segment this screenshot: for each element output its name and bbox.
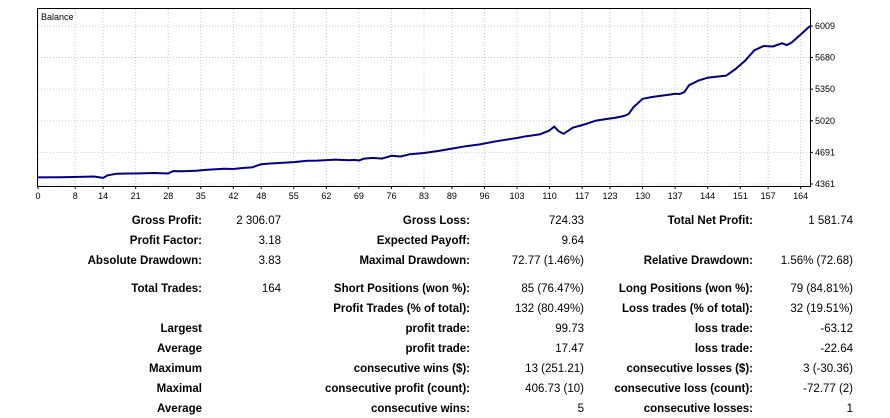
x-tick-label: 151	[733, 191, 748, 201]
maximal-label: Maximal	[156, 383, 202, 395]
average-profit-label: profit trade:	[405, 343, 470, 355]
largest-profit-value: 99.73	[555, 323, 584, 335]
gross-loss-value: 724.33	[548, 215, 584, 227]
x-tick-label: 164	[793, 191, 808, 201]
chart-title: Balance	[41, 12, 74, 22]
x-tick-label: 110	[542, 191, 556, 201]
absolute-drawdown-label: Absolute Drawdown:	[87, 255, 202, 267]
maximal-consecutive-loss-value: -72.77 (2)	[803, 383, 853, 395]
y-tick-label: 6009	[815, 21, 835, 31]
average-consecutive-losses-value: 1	[846, 403, 853, 415]
maximal-consecutive-loss-label: consecutive loss (count):	[614, 383, 753, 395]
y-tick-label: 5350	[815, 84, 835, 94]
largest-loss-value: -63.12	[820, 323, 853, 335]
x-tick-label: 137	[668, 191, 683, 201]
x-tick-label: 157	[761, 191, 776, 201]
x-tick-label: 0	[35, 191, 40, 201]
profit-factor-label: Profit Factor:	[129, 235, 202, 247]
average-loss-value: -22.64	[820, 343, 853, 355]
maximum-label: Maximum	[148, 363, 202, 375]
x-tick-label: 42	[228, 191, 238, 201]
maximal-consecutive-profit-value: 406.73 (10)	[525, 383, 584, 395]
long-positions-value: 79 (84.81%)	[790, 283, 853, 295]
x-tick-label: 83	[419, 191, 429, 201]
balance-chart: Balance 0 8 14 21 28 35 42 48 55 62 69 76 83 89 96 103 1…	[35, 8, 835, 201]
short-positions-label: Short Positions (won %):	[333, 283, 470, 295]
x-tick-label: 62	[321, 191, 331, 201]
x-tick-label: 28	[163, 191, 173, 201]
x-tick-label: 14	[98, 191, 108, 201]
max-consecutive-wins-label: consecutive wins ($):	[353, 363, 470, 375]
x-tick-label: 117	[575, 191, 589, 201]
maximal-drawdown-label: Maximal Drawdown:	[359, 255, 470, 267]
average-consecutive-wins-value: 5	[577, 403, 584, 415]
x-tick-label: 96	[479, 191, 489, 201]
max-consecutive-losses-label: consecutive losses ($):	[626, 363, 753, 375]
profit-factor-value: 3.18	[258, 235, 281, 247]
total-trades-value: 164	[261, 283, 281, 295]
y-tick-label: 4361	[815, 179, 835, 189]
average-consecutive-label: Average	[157, 403, 202, 415]
gross-loss-label: Gross Loss:	[402, 215, 470, 227]
absolute-drawdown-value: 3.83	[258, 255, 281, 267]
loss-trades-label: Loss trades (% of total):	[622, 303, 753, 315]
average-label: Average	[157, 343, 202, 355]
average-consecutive-wins-label: consecutive wins:	[370, 403, 470, 415]
relative-drawdown-label: Relative Drawdown:	[643, 255, 753, 267]
x-tick-label: 35	[196, 191, 206, 201]
x-tick-label: 76	[386, 191, 396, 201]
max-consecutive-losses-value: 3 (-30.36)	[803, 363, 853, 375]
expected-payoff-value: 9.64	[561, 235, 584, 247]
profit-trades-value: 132 (80.49%)	[514, 303, 584, 315]
loss-trades-value: 32 (19.51%)	[790, 303, 853, 315]
x-tick-label: 89	[447, 191, 457, 201]
x-tick-label: 55	[289, 191, 299, 201]
largest-label: Largest	[160, 323, 202, 335]
x-tick-label: 103	[509, 191, 524, 201]
x-tick-label: 144	[700, 191, 715, 201]
gross-profit-label: Gross Profit:	[131, 215, 202, 227]
max-consecutive-wins-value: 13 (251.21)	[525, 363, 584, 375]
x-tick-label: 48	[256, 191, 266, 201]
profit-trades-label: Profit Trades (% of total):	[333, 303, 470, 315]
largest-profit-label: profit trade:	[405, 323, 470, 335]
expected-payoff-label: Expected Payoff:	[376, 235, 470, 247]
y-tick-label: 5680	[815, 53, 835, 63]
x-tick-label: 21	[131, 191, 141, 201]
long-positions-label: Long Positions (won %):	[618, 283, 753, 295]
relative-drawdown-value: 1.56% (72.68)	[780, 255, 853, 267]
maximal-consecutive-profit-label: consecutive profit (count):	[324, 383, 470, 395]
total-net-profit-label: Total Net Profit:	[667, 215, 753, 227]
x-tick-label: 69	[354, 191, 364, 201]
y-tick-label: 5020	[815, 116, 835, 126]
average-loss-label: loss trade:	[694, 343, 753, 355]
maximal-drawdown-value: 72.77 (1.46%)	[511, 255, 584, 267]
y-tick-label: 4691	[815, 147, 835, 157]
x-tick-label: 123	[603, 191, 618, 201]
total-trades-label: Total Trades:	[131, 283, 202, 295]
short-positions-value: 85 (76.47%)	[521, 283, 584, 295]
average-profit-value: 17.47	[555, 343, 584, 355]
gross-profit-value: 2 306.07	[236, 215, 281, 227]
x-tick-label: 130	[635, 191, 650, 201]
chart-grid	[37, 9, 810, 186]
x-tick-label: 8	[73, 191, 78, 201]
balance-series-line	[37, 25, 811, 179]
average-consecutive-losses-label: consecutive losses:	[643, 403, 753, 415]
largest-loss-label: loss trade:	[694, 323, 753, 335]
total-net-profit-value: 1 581.74	[808, 215, 853, 227]
